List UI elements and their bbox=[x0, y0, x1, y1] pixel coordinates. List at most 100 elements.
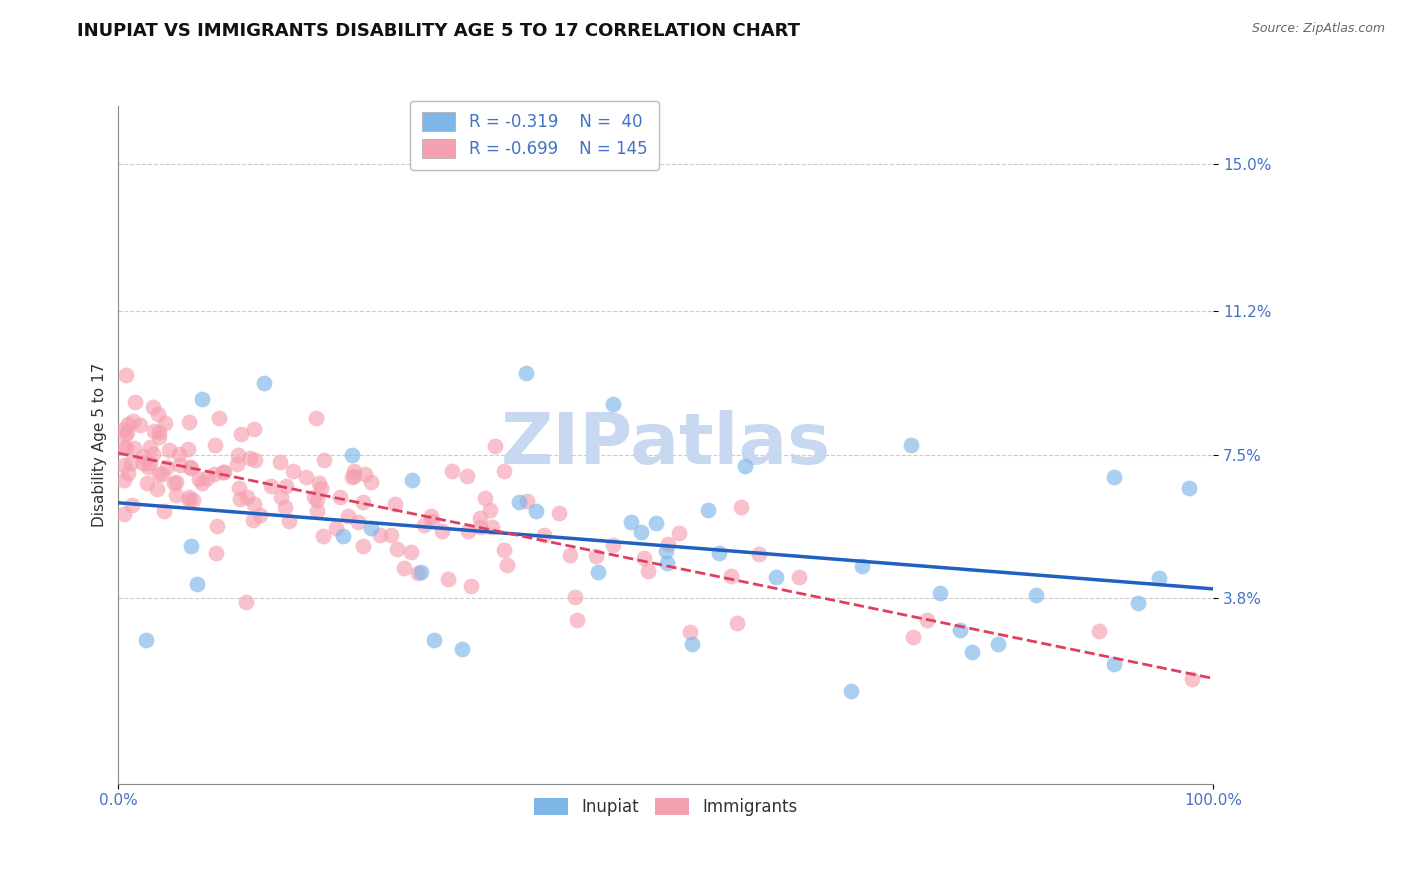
Point bbox=[179, 490, 201, 504]
Point bbox=[508, 495, 530, 509]
Point bbox=[524, 504, 547, 518]
Point bbox=[332, 529, 354, 543]
Point bbox=[138, 456, 160, 470]
Point bbox=[153, 504, 176, 518]
Point bbox=[1025, 588, 1047, 602]
Point bbox=[117, 425, 139, 440]
Point bbox=[112, 473, 135, 487]
Point bbox=[851, 559, 873, 574]
Point bbox=[309, 481, 332, 495]
Point bbox=[655, 557, 678, 571]
Point bbox=[253, 376, 276, 390]
Point bbox=[243, 453, 266, 467]
Point bbox=[270, 491, 292, 505]
Point bbox=[121, 414, 143, 428]
Point bbox=[117, 417, 139, 432]
Point bbox=[630, 525, 652, 540]
Point bbox=[156, 459, 179, 474]
Point bbox=[236, 490, 259, 504]
Point bbox=[314, 453, 336, 467]
Point bbox=[191, 392, 214, 406]
Point bbox=[165, 475, 187, 489]
Point bbox=[229, 491, 252, 506]
Point bbox=[146, 407, 169, 421]
Point bbox=[565, 613, 588, 627]
Point bbox=[191, 476, 214, 491]
Point bbox=[148, 430, 170, 444]
Point bbox=[917, 613, 939, 627]
Legend: Inupiat, Immigrants: Inupiat, Immigrants bbox=[527, 791, 804, 822]
Point bbox=[474, 491, 496, 505]
Point bbox=[668, 525, 690, 540]
Point bbox=[468, 511, 491, 525]
Point bbox=[274, 500, 297, 514]
Point bbox=[312, 529, 335, 543]
Point bbox=[122, 441, 145, 455]
Text: Source: ZipAtlas.com: Source: ZipAtlas.com bbox=[1251, 22, 1385, 36]
Point bbox=[211, 465, 233, 479]
Point bbox=[148, 467, 170, 481]
Point bbox=[460, 579, 482, 593]
Point bbox=[748, 547, 770, 561]
Point bbox=[308, 475, 330, 490]
Point bbox=[148, 425, 170, 439]
Point bbox=[558, 549, 581, 563]
Point bbox=[679, 625, 702, 640]
Point bbox=[720, 568, 742, 582]
Point bbox=[235, 595, 257, 609]
Point bbox=[481, 519, 503, 533]
Point bbox=[479, 502, 502, 516]
Point bbox=[112, 440, 135, 454]
Point bbox=[409, 566, 432, 580]
Point bbox=[987, 637, 1010, 651]
Point bbox=[205, 518, 228, 533]
Point bbox=[516, 494, 538, 508]
Point bbox=[124, 394, 146, 409]
Point bbox=[305, 503, 328, 517]
Point bbox=[1147, 571, 1170, 585]
Point bbox=[1126, 596, 1149, 610]
Point bbox=[406, 566, 429, 581]
Point bbox=[633, 551, 655, 566]
Point bbox=[900, 438, 922, 452]
Point bbox=[212, 465, 235, 479]
Point bbox=[734, 458, 756, 473]
Point bbox=[903, 630, 925, 644]
Point bbox=[515, 366, 537, 380]
Point bbox=[585, 549, 607, 563]
Point bbox=[142, 400, 165, 414]
Point bbox=[343, 469, 366, 483]
Point bbox=[1104, 470, 1126, 484]
Point bbox=[329, 490, 352, 504]
Point bbox=[204, 438, 226, 452]
Point bbox=[929, 585, 952, 599]
Point bbox=[169, 458, 191, 473]
Point bbox=[451, 642, 474, 657]
Point bbox=[681, 637, 703, 651]
Point bbox=[260, 479, 283, 493]
Point bbox=[392, 561, 415, 575]
Point bbox=[142, 424, 165, 438]
Point bbox=[163, 475, 186, 490]
Text: INUPIAT VS IMMIGRANTS DISABILITY AGE 5 TO 17 CORRELATION CHART: INUPIAT VS IMMIGRANTS DISABILITY AGE 5 T… bbox=[77, 22, 800, 40]
Point bbox=[165, 488, 187, 502]
Point bbox=[145, 482, 167, 496]
Point bbox=[644, 516, 666, 531]
Point bbox=[399, 545, 422, 559]
Point bbox=[657, 537, 679, 551]
Point bbox=[423, 633, 446, 648]
Point bbox=[142, 447, 165, 461]
Point bbox=[430, 524, 453, 538]
Point bbox=[368, 528, 391, 542]
Point bbox=[412, 517, 434, 532]
Point bbox=[115, 368, 138, 383]
Point bbox=[494, 464, 516, 478]
Point bbox=[602, 397, 624, 411]
Point bbox=[278, 514, 301, 528]
Point bbox=[962, 645, 984, 659]
Point bbox=[121, 498, 143, 512]
Point bbox=[132, 450, 155, 464]
Point bbox=[707, 546, 730, 560]
Point bbox=[468, 520, 491, 534]
Point bbox=[195, 471, 218, 485]
